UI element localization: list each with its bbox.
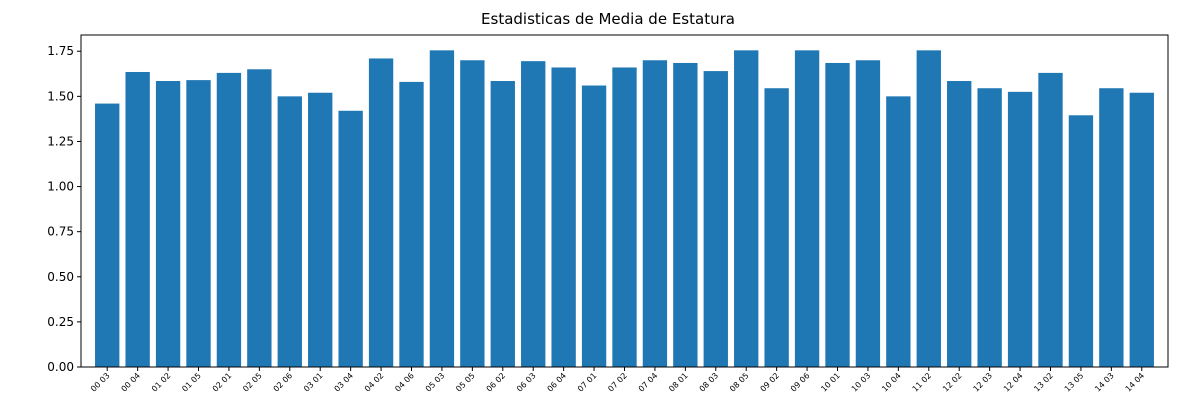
x-tick-label: 10 03 <box>850 371 873 394</box>
x-tick-label: 12 04 <box>1002 371 1025 394</box>
x-tick-label: 10 01 <box>819 371 842 394</box>
bar-05-05 <box>460 60 485 367</box>
y-tick-label: 1.00 <box>47 180 74 194</box>
bar-10-03 <box>855 60 881 367</box>
bar-09-06 <box>794 50 820 368</box>
x-tick-label: 06 02 <box>485 371 508 394</box>
x-tick-label: 08 03 <box>698 371 721 394</box>
x-tick-label: 04 06 <box>393 371 416 394</box>
x-tick-label: 12 02 <box>941 371 964 394</box>
bar-08-01 <box>673 62 698 367</box>
x-tick-label: 08 01 <box>667 371 690 394</box>
bar-14-04 <box>1129 92 1154 368</box>
x-tick-label: 14 03 <box>1093 371 1116 394</box>
y-axis: 0.00 0.25 0.50 0.75 1.00 1.25 1.50 1.75 <box>47 44 81 374</box>
x-tick-label: 07 02 <box>606 371 629 394</box>
bar-10-01 <box>825 62 850 367</box>
bar-02-06 <box>277 96 302 367</box>
bar-03-01 <box>308 92 333 368</box>
bar-06-02 <box>490 81 515 367</box>
x-tick-label: 02 06 <box>272 371 295 394</box>
bar-08-05 <box>734 50 759 368</box>
x-tick-label: 06 03 <box>515 371 538 394</box>
plot-frame <box>80 34 1169 368</box>
x-tick-label: 12 03 <box>971 371 994 394</box>
x-tick-label: 02 01 <box>211 371 234 394</box>
bar-12-04 <box>1007 91 1033 367</box>
y-tick-label: 0.25 <box>47 315 74 329</box>
x-tick-label: 10 04 <box>880 371 903 394</box>
bar-04-06 <box>399 81 424 367</box>
x-tick-label: 14 04 <box>1124 371 1147 394</box>
bar-00-03 <box>95 103 120 367</box>
y-tick-label: 1.25 <box>47 134 74 148</box>
bar-14-03 <box>1099 88 1124 367</box>
bar-12-03 <box>977 88 1002 367</box>
x-tick-label: 03 01 <box>302 371 325 394</box>
x-tick-label: 04 02 <box>363 371 386 394</box>
bar-series <box>95 50 1154 368</box>
bar-07-01 <box>581 85 607 368</box>
bar-08-03 <box>703 71 728 367</box>
x-tick-label: 03 04 <box>332 371 355 394</box>
x-tick-label: 11 02 <box>911 371 934 394</box>
y-tick-label: 0.00 <box>47 360 74 374</box>
y-tick-label: 0.75 <box>47 225 74 239</box>
bar-13-02 <box>1038 72 1063 367</box>
y-tick-label: 0.50 <box>47 270 74 284</box>
bar-04-02 <box>368 58 394 368</box>
y-tick-label: 1.75 <box>47 44 74 58</box>
bar-13-05 <box>1068 115 1094 367</box>
bar-11-02 <box>916 50 941 368</box>
bar-06-04 <box>551 67 576 367</box>
x-tick-label: 02 05 <box>241 371 264 394</box>
x-axis: 00 03 00 04 01 02 01 05 02 01 02 05 02 06 03 01… <box>89 367 1146 394</box>
x-tick-label: 07 01 <box>576 371 599 394</box>
bar-09-02 <box>764 88 789 367</box>
bar-10-04 <box>886 96 911 367</box>
bar-07-02 <box>612 67 637 367</box>
x-tick-label: 00 04 <box>119 371 142 394</box>
bar-05-03 <box>429 50 455 368</box>
bar-12-02 <box>947 81 972 367</box>
bar-07-04 <box>642 60 668 367</box>
x-tick-label: 13 02 <box>1032 371 1055 394</box>
bar-00-04 <box>125 71 150 368</box>
chart-title: Estadisticas de Media de Estatura <box>481 10 735 28</box>
bar-02-05 <box>247 69 272 367</box>
bar-03-04 <box>338 110 363 367</box>
y-tick-label: 1.50 <box>47 89 74 103</box>
x-tick-label: 01 02 <box>150 371 173 394</box>
x-tick-label: 01 05 <box>180 371 203 394</box>
x-tick-label: 09 02 <box>758 371 781 394</box>
x-tick-label: 08 05 <box>728 371 751 394</box>
x-tick-label: 06 04 <box>545 371 568 394</box>
x-tick-label: 05 05 <box>454 371 477 394</box>
bar-02-01 <box>216 72 242 367</box>
x-tick-label: 00 03 <box>89 371 112 394</box>
x-tick-label: 13 05 <box>1063 371 1086 394</box>
bar-06-03 <box>521 61 546 367</box>
x-tick-label: 05 03 <box>424 371 447 394</box>
bar-01-05 <box>186 80 211 368</box>
bar-01-02 <box>155 81 181 367</box>
x-tick-label: 09 06 <box>789 371 812 394</box>
x-tick-label: 07 04 <box>637 371 660 394</box>
